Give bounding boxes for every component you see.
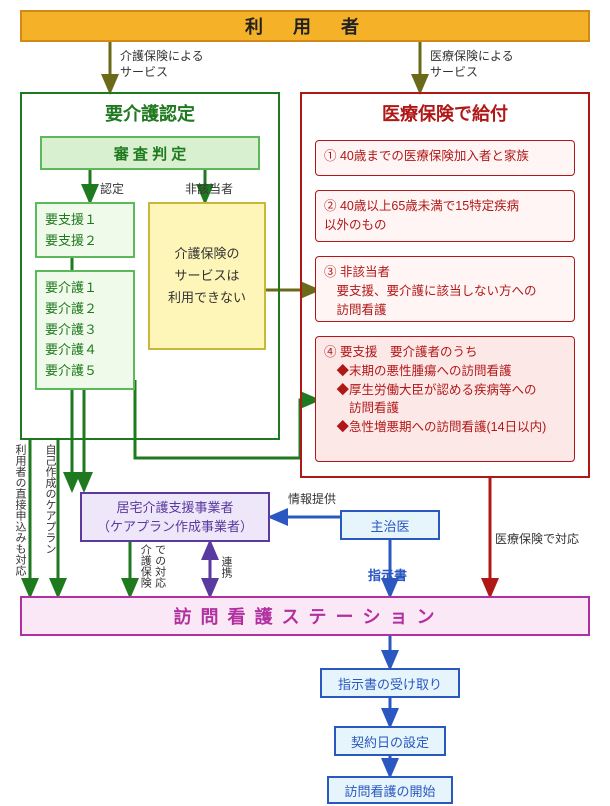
- flow2-label: 契約日の設定: [351, 732, 429, 751]
- flow1-label: 指示書の受け取り: [338, 674, 442, 693]
- yellow-text: 介護保険の サービスは 利用できない: [168, 243, 246, 309]
- label-kaigo-service: 介護保険による サービス: [120, 48, 204, 80]
- shijisho-label: 指示書: [368, 565, 407, 584]
- level-item: 要介護３: [45, 320, 97, 341]
- iryo-item-2: ② 40歳以上65歳未満で15特定疾病 以外のもの: [315, 190, 575, 242]
- station-box: 訪 問 看 護 ス テ ー シ ョ ン: [20, 596, 590, 636]
- shinsa-label: 審 査 判 定: [114, 143, 187, 164]
- label-nintei: 認定: [100, 180, 124, 197]
- level-item: 要支援１: [45, 210, 97, 231]
- level-item: 要介護１: [45, 278, 97, 299]
- station-label: 訪 問 看 護 ス テ ー シ ョ ン: [173, 603, 436, 629]
- label-higaito: 非該当者: [185, 180, 233, 197]
- label-kaigo-taio: での対応 介護保険: [138, 544, 167, 588]
- level-item: 要介護４: [45, 340, 97, 361]
- label-self-careplan: 自己作成のケアプラン: [42, 444, 58, 554]
- iryo-taio-label: 医療保険で対応: [495, 530, 579, 547]
- flow-1: 指示書の受け取り: [320, 668, 460, 698]
- level-item: 要介護２: [45, 299, 97, 320]
- purple-label: 居宅介護支援事業者 （ケアプラン作成事業者）: [97, 498, 253, 537]
- level-item: 要支援２: [45, 231, 97, 252]
- user-box: 利 用 者: [20, 10, 590, 42]
- kaigo-title: 要介護認定: [20, 100, 280, 126]
- shien-box: 要支援１要支援２: [35, 202, 135, 258]
- flow-3: 訪問看護の開始: [327, 776, 453, 804]
- label-renkei: 連携: [218, 556, 234, 578]
- label-direct-apply: 利用者の直接申込みも対応: [12, 444, 28, 576]
- flow3-label: 訪問看護の開始: [344, 781, 435, 800]
- yellow-box: 介護保険の サービスは 利用できない: [148, 202, 266, 350]
- iryo-title: 医療保険で給付: [300, 100, 590, 126]
- shujii-box: 主治医: [340, 510, 440, 540]
- label-iryo-service: 医療保険による サービス: [430, 48, 514, 80]
- iryo-item-1: ① 40歳までの医療保険加入者と家族: [315, 140, 575, 176]
- user-label: 利 用 者: [245, 13, 365, 39]
- kaigo-level-box: 要介護１要介護２要介護３要介護４要介護５: [35, 270, 135, 390]
- flow-2: 契約日の設定: [334, 726, 446, 756]
- shujii-label: 主治医: [370, 516, 409, 535]
- iryo-item-4: ④ 要支援 要介護者のうち ◆末期の悪性腫瘍への訪問看護 ◆厚生労働大臣が認める…: [315, 336, 575, 462]
- iryo-item-3: ③ 非該当者 要支援、要介護に該当しない方への 訪問看護: [315, 256, 575, 322]
- joho-label: 情報提供: [288, 490, 336, 507]
- diagram-canvas: 利 用 者 介護保険による サービス 医療保険による サービス 要介護認定 審 …: [0, 0, 610, 806]
- purple-box: 居宅介護支援事業者 （ケアプラン作成事業者）: [80, 492, 270, 542]
- level-item: 要介護５: [45, 361, 97, 382]
- shinsa-box: 審 査 判 定: [40, 136, 260, 170]
